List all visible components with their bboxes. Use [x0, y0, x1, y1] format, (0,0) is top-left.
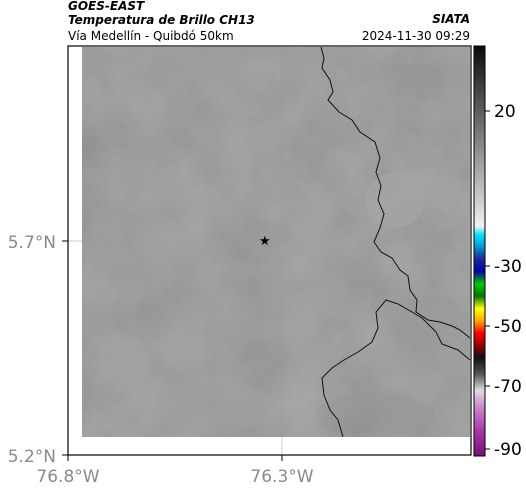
colorbar-tick-label: -50 [494, 317, 522, 337]
municipal-boundary [321, 299, 470, 437]
colorbar [473, 45, 486, 457]
colorbar-ticks: 20 -30 -50 -70 -90 [485, 102, 522, 460]
y-tick-label: 5.2°N [8, 447, 56, 467]
region-subtitle: Vía Medellín - Quibdó 50km [68, 29, 234, 43]
satellite-title: GOES-EAST [68, 0, 145, 13]
product-title: Temperatura de Brillo CH13 [68, 13, 255, 27]
department-boundary [320, 47, 470, 339]
grid-lines [69, 47, 470, 454]
colorbar-tick-label: -30 [494, 257, 522, 277]
colorbar-tick-label: -90 [494, 440, 522, 460]
boundary-lines [320, 47, 470, 437]
organization-label: SIATA [432, 12, 470, 26]
x-tick-label: 76.8°W [36, 467, 99, 487]
y-axis: 5.2°N 5.7°N [8, 233, 68, 467]
x-tick-label: 76.3°W [250, 467, 313, 487]
star-icon: ★ [259, 234, 271, 249]
x-axis: 76.8°W 76.3°W [36, 455, 314, 487]
datetime-label: 2024-11-30 09:29 [361, 29, 470, 43]
colorbar-tick-label: 20 [494, 102, 516, 122]
y-tick-label: 5.7°N [8, 233, 56, 253]
brightness-field [82, 47, 470, 437]
colorbar-tick-label: -70 [494, 377, 522, 397]
